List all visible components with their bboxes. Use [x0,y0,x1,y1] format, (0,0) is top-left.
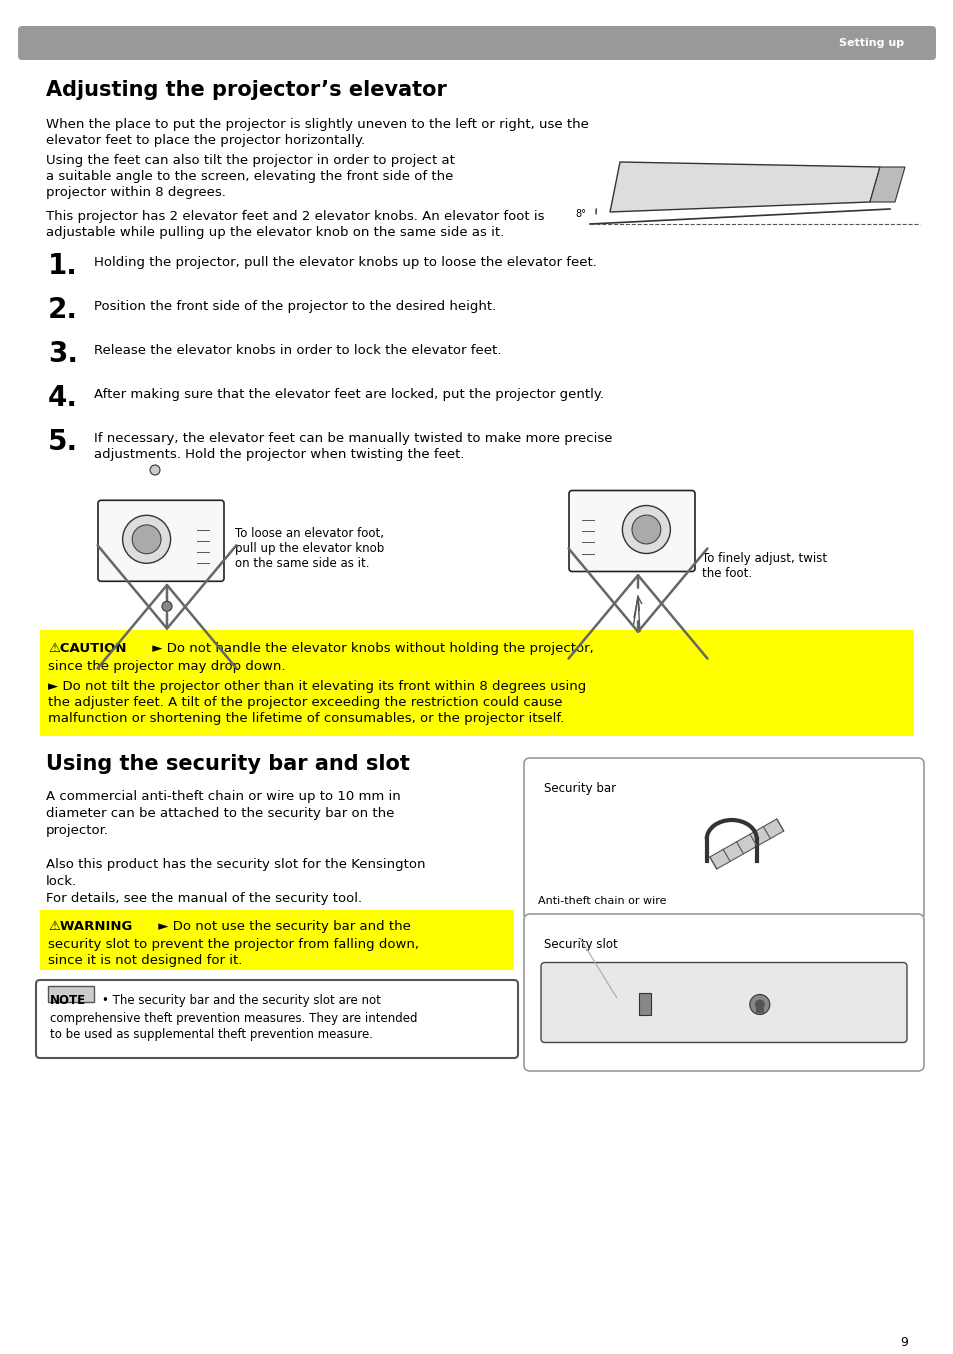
Text: To finely adjust, twist: To finely adjust, twist [701,552,826,565]
Text: For details, see the manual of the security tool.: For details, see the manual of the secur… [46,892,362,904]
Text: Security bar: Security bar [543,783,616,795]
Text: on the same side as it.: on the same side as it. [234,556,369,570]
Text: pull up the elevator knob: pull up the elevator knob [234,542,384,555]
Text: Setting up: Setting up [838,38,903,47]
Bar [48,986,94,1002]
Text: the adjuster feet. A tilt of the projector exceeding the restriction could cause: the adjuster feet. A tilt of the project… [48,696,562,709]
Bar [40,910,514,969]
Text: security slot to prevent the projector from falling down,: security slot to prevent the projector f… [48,938,418,951]
Text: 4.: 4. [48,385,78,412]
Text: projector.: projector. [46,825,109,837]
Bar [639,992,651,1014]
Polygon shape [709,819,783,869]
Circle shape [631,515,660,544]
Text: To loose an elevator foot,: To loose an elevator foot, [234,527,384,540]
Text: Using the security bar and slot: Using the security bar and slot [46,754,410,774]
Text: adjustable while pulling up the elevator knob on the same side as it.: adjustable while pulling up the elevator… [46,226,504,240]
Text: the foot.: the foot. [701,567,751,580]
Text: A commercial anti-theft chain or wire up to 10 mm in: A commercial anti-theft chain or wire up… [46,789,400,803]
Text: diameter can be attached to the security bar on the: diameter can be attached to the security… [46,807,394,821]
FancyBboxPatch shape [36,980,517,1057]
Text: 2.: 2. [48,297,78,324]
FancyBboxPatch shape [568,490,695,571]
Text: 9: 9 [900,1336,907,1349]
Text: Holding the projector, pull the elevator knobs up to loose the elevator feet.: Holding the projector, pull the elevator… [94,256,597,269]
Text: ► Do not use the security bar and the: ► Do not use the security bar and the [153,919,411,933]
Circle shape [749,994,769,1014]
Text: adjustments. Hold the projector when twisting the feet.: adjustments. Hold the projector when twi… [94,448,464,460]
Text: ⚠CAUTION: ⚠CAUTION [48,642,127,655]
Text: Release the elevator knobs in order to lock the elevator feet.: Release the elevator knobs in order to l… [94,344,501,357]
Text: to be used as supplemental theft prevention measure.: to be used as supplemental theft prevent… [50,1028,373,1041]
Text: This projector has 2 elevator feet and 2 elevator knobs. An elevator foot is: This projector has 2 elevator feet and 2… [46,210,544,223]
Bar [755,1002,763,1013]
Text: • The security bar and the security slot are not: • The security bar and the security slot… [102,994,380,1007]
Text: 1.: 1. [48,252,78,280]
Text: ► Do not handle the elevator knobs without holding the projector,: ► Do not handle the elevator knobs witho… [148,642,593,655]
Text: Position the front side of the projector to the desired height.: Position the front side of the projector… [94,301,496,313]
Text: since it is not designed for it.: since it is not designed for it. [48,955,242,967]
Circle shape [621,505,670,554]
FancyBboxPatch shape [523,758,923,919]
Text: Security slot: Security slot [543,938,618,951]
Bar [40,630,913,737]
Text: lock.: lock. [46,875,77,888]
Circle shape [150,464,160,475]
Text: comprehensive theft prevention measures. They are intended: comprehensive theft prevention measures.… [50,1011,417,1025]
Circle shape [754,999,764,1010]
Text: ⚠WARNING: ⚠WARNING [48,919,132,933]
Text: projector within 8 degrees.: projector within 8 degrees. [46,185,226,199]
Text: 3.: 3. [48,340,78,368]
Text: When the place to put the projector is slightly uneven to the left or right, use: When the place to put the projector is s… [46,118,588,131]
Text: since the projector may drop down.: since the projector may drop down. [48,659,285,673]
Text: ► Do not tilt the projector other than it elevating its front within 8 degrees u: ► Do not tilt the projector other than i… [48,680,586,693]
Text: elevator feet to place the projector horizontally.: elevator feet to place the projector hor… [46,134,365,148]
Text: a suitable angle to the screen, elevating the front side of the: a suitable angle to the screen, elevatin… [46,171,453,183]
Circle shape [132,525,161,554]
Text: Adjusting the projector’s elevator: Adjusting the projector’s elevator [46,80,446,100]
FancyBboxPatch shape [523,914,923,1071]
Text: If necessary, the elevator feet can be manually twisted to make more precise: If necessary, the elevator feet can be m… [94,432,612,445]
Text: 8°: 8° [575,209,585,219]
Text: NOTE: NOTE [50,994,86,1007]
Circle shape [123,516,171,563]
FancyBboxPatch shape [540,963,906,1043]
FancyBboxPatch shape [98,500,224,581]
Circle shape [162,601,172,611]
Text: After making sure that the elevator feet are locked, put the projector gently.: After making sure that the elevator feet… [94,389,603,401]
Text: Using the feet can also tilt the projector in order to project at: Using the feet can also tilt the project… [46,154,455,167]
Text: malfunction or shortening the lifetime of consumables, or the projector itself.: malfunction or shortening the lifetime o… [48,712,563,724]
Polygon shape [869,167,904,202]
Text: Also this product has the security slot for the Kensington: Also this product has the security slot … [46,858,425,871]
Text: Anti-theft chain or wire: Anti-theft chain or wire [537,896,666,906]
FancyBboxPatch shape [18,26,935,60]
Text: 5.: 5. [48,428,78,456]
Polygon shape [609,162,879,213]
